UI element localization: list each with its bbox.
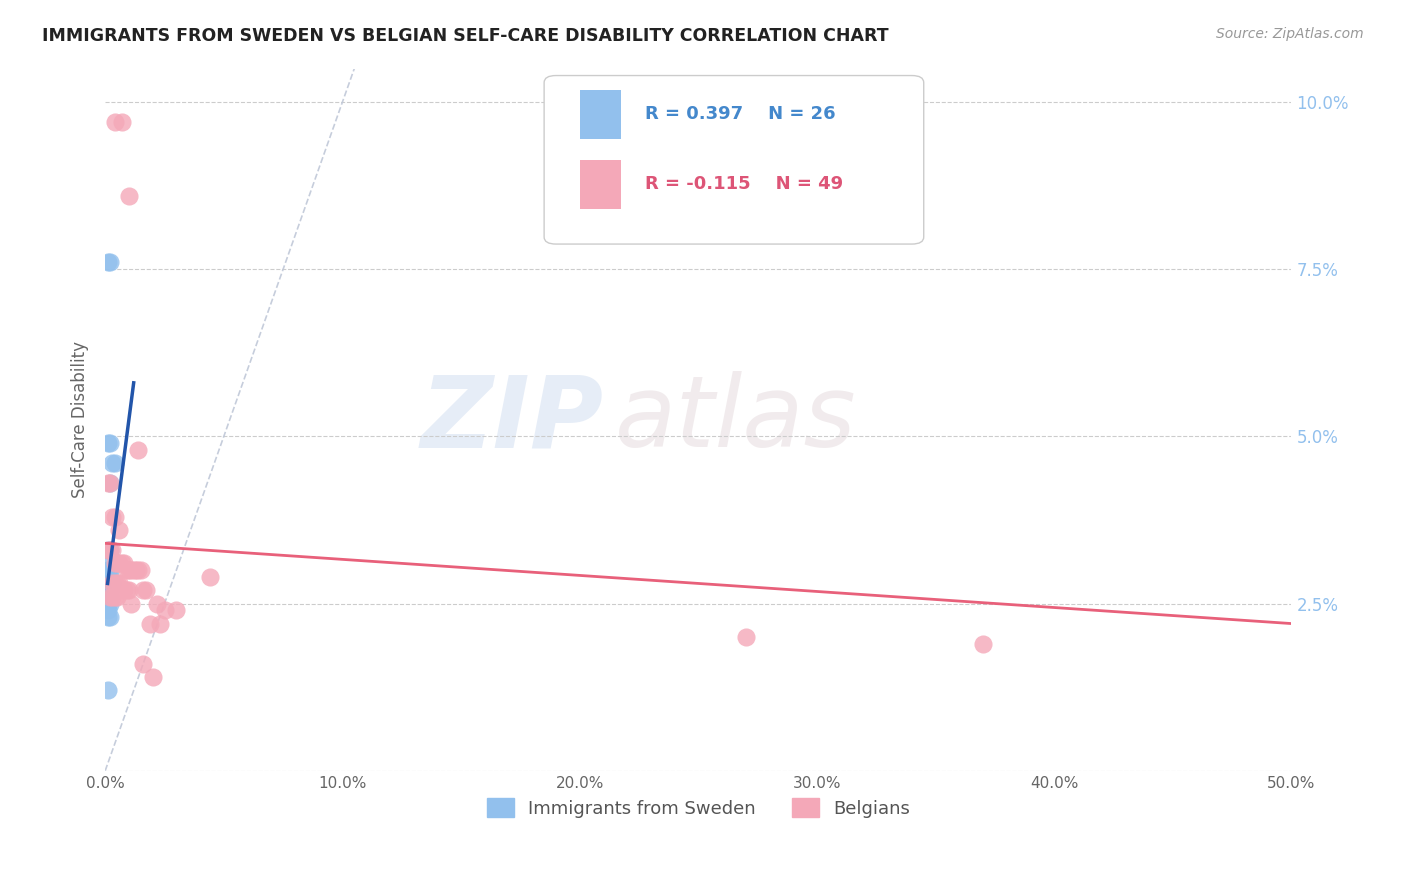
Point (98, 570, 121, 584)
Point (98, 543, 121, 558)
Point (98, 476, 121, 491)
Point (108, 523, 131, 537)
Point (98, 610, 121, 624)
Point (97, 570, 120, 584)
Point (98, 436, 121, 450)
Point (118, 583, 141, 598)
Point (108, 576, 131, 591)
Point (104, 590, 127, 604)
FancyBboxPatch shape (579, 160, 621, 209)
Point (97, 476, 120, 491)
Point (98, 583, 121, 598)
Point (125, 563, 148, 577)
Point (734, 630, 756, 644)
Point (129, 563, 152, 577)
Point (104, 115, 127, 129)
Point (111, 115, 134, 129)
Point (146, 597, 169, 611)
Point (101, 509, 124, 524)
Point (97, 543, 120, 558)
Point (97, 583, 120, 598)
Point (101, 576, 124, 591)
Point (97, 255, 120, 269)
Text: ZIP: ZIP (420, 371, 603, 468)
Point (105, 557, 128, 571)
Point (127, 442, 149, 457)
Point (104, 576, 127, 591)
Legend: Immigrants from Sweden, Belgians: Immigrants from Sweden, Belgians (479, 791, 917, 825)
Text: R = 0.397    N = 26: R = 0.397 N = 26 (645, 105, 835, 123)
Point (127, 563, 149, 577)
Text: atlas: atlas (616, 371, 856, 468)
Point (132, 583, 155, 598)
Point (98, 255, 121, 269)
Point (120, 597, 142, 611)
Point (139, 616, 162, 631)
Point (97, 590, 120, 604)
Point (198, 570, 221, 584)
Text: Source: ZipAtlas.com: Source: ZipAtlas.com (1216, 27, 1364, 41)
Point (97, 557, 120, 571)
Point (101, 456, 124, 470)
FancyBboxPatch shape (579, 89, 621, 139)
Point (142, 670, 165, 684)
Point (98, 563, 121, 577)
Point (115, 563, 138, 577)
Point (112, 583, 135, 598)
Point (165, 603, 187, 617)
Point (101, 590, 124, 604)
Point (132, 657, 155, 671)
Point (149, 616, 172, 631)
Point (98, 476, 121, 491)
Point (118, 188, 141, 202)
Point (98, 543, 121, 558)
Point (105, 576, 128, 591)
FancyBboxPatch shape (544, 76, 924, 244)
Point (97, 683, 120, 698)
Point (104, 456, 127, 470)
Point (97, 610, 120, 624)
Point (101, 543, 124, 558)
Point (115, 583, 138, 598)
Point (104, 509, 127, 524)
Y-axis label: Self-Care Disability: Self-Care Disability (72, 341, 89, 498)
Point (120, 563, 142, 577)
Point (97, 563, 120, 577)
Point (111, 583, 134, 598)
Point (972, 637, 994, 651)
Point (98, 597, 121, 611)
Point (97, 603, 120, 617)
Point (118, 563, 141, 577)
Point (101, 576, 124, 591)
Point (98, 576, 121, 591)
Text: R = -0.115    N = 49: R = -0.115 N = 49 (645, 176, 844, 194)
Point (108, 557, 131, 571)
Point (105, 590, 128, 604)
Point (98, 590, 121, 604)
Point (112, 557, 135, 571)
Point (104, 557, 127, 571)
Point (97, 436, 120, 450)
Point (122, 563, 145, 577)
Point (153, 603, 176, 617)
Text: IMMIGRANTS FROM SWEDEN VS BELGIAN SELF-CARE DISABILITY CORRELATION CHART: IMMIGRANTS FROM SWEDEN VS BELGIAN SELF-C… (42, 27, 889, 45)
Point (97, 543, 120, 558)
Point (98, 590, 121, 604)
Point (135, 583, 157, 598)
Point (97, 597, 120, 611)
Point (111, 557, 134, 571)
